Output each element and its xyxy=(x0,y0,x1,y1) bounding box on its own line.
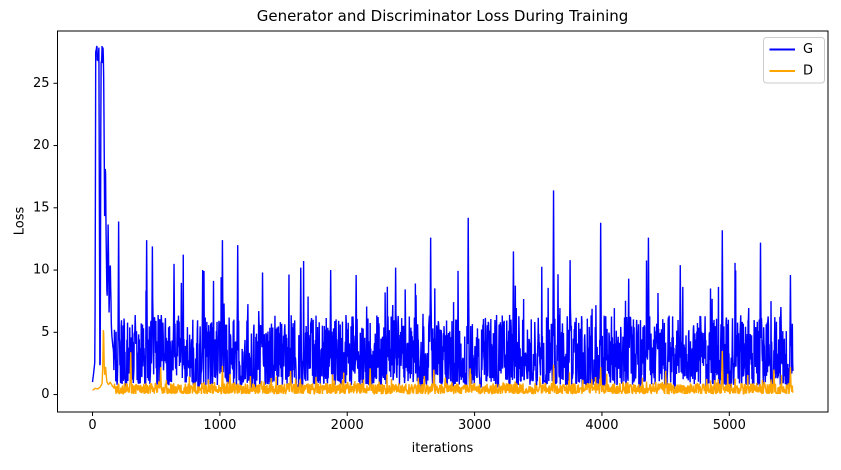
series-line-D xyxy=(92,330,794,395)
y-tick-label: 0 xyxy=(41,387,49,402)
x-tick-label: 2000 xyxy=(331,418,364,433)
x-tick-label: 1000 xyxy=(203,418,236,433)
axes-spines xyxy=(57,30,829,413)
series-line-G xyxy=(91,45,794,393)
chart-title: Generator and Discriminator Loss During … xyxy=(256,7,629,25)
legend-label-G: G xyxy=(803,42,813,57)
x-tick-label: 3000 xyxy=(458,418,491,433)
y-tick-label: 15 xyxy=(33,200,50,215)
legend-label-D: D xyxy=(803,64,813,79)
x-axis-label: iterations xyxy=(411,441,474,456)
y-tick-label: 25 xyxy=(33,76,50,91)
y-axis-label: Loss xyxy=(12,206,28,236)
y-tick-label: 5 xyxy=(41,325,49,340)
y-tick-label: 10 xyxy=(33,263,50,278)
legend-box xyxy=(763,37,825,84)
x-tick-label: 5000 xyxy=(713,418,746,433)
x-tick-label: 4000 xyxy=(585,418,618,433)
x-tick-label: 0 xyxy=(88,418,96,433)
y-tick-label: 20 xyxy=(33,138,50,153)
